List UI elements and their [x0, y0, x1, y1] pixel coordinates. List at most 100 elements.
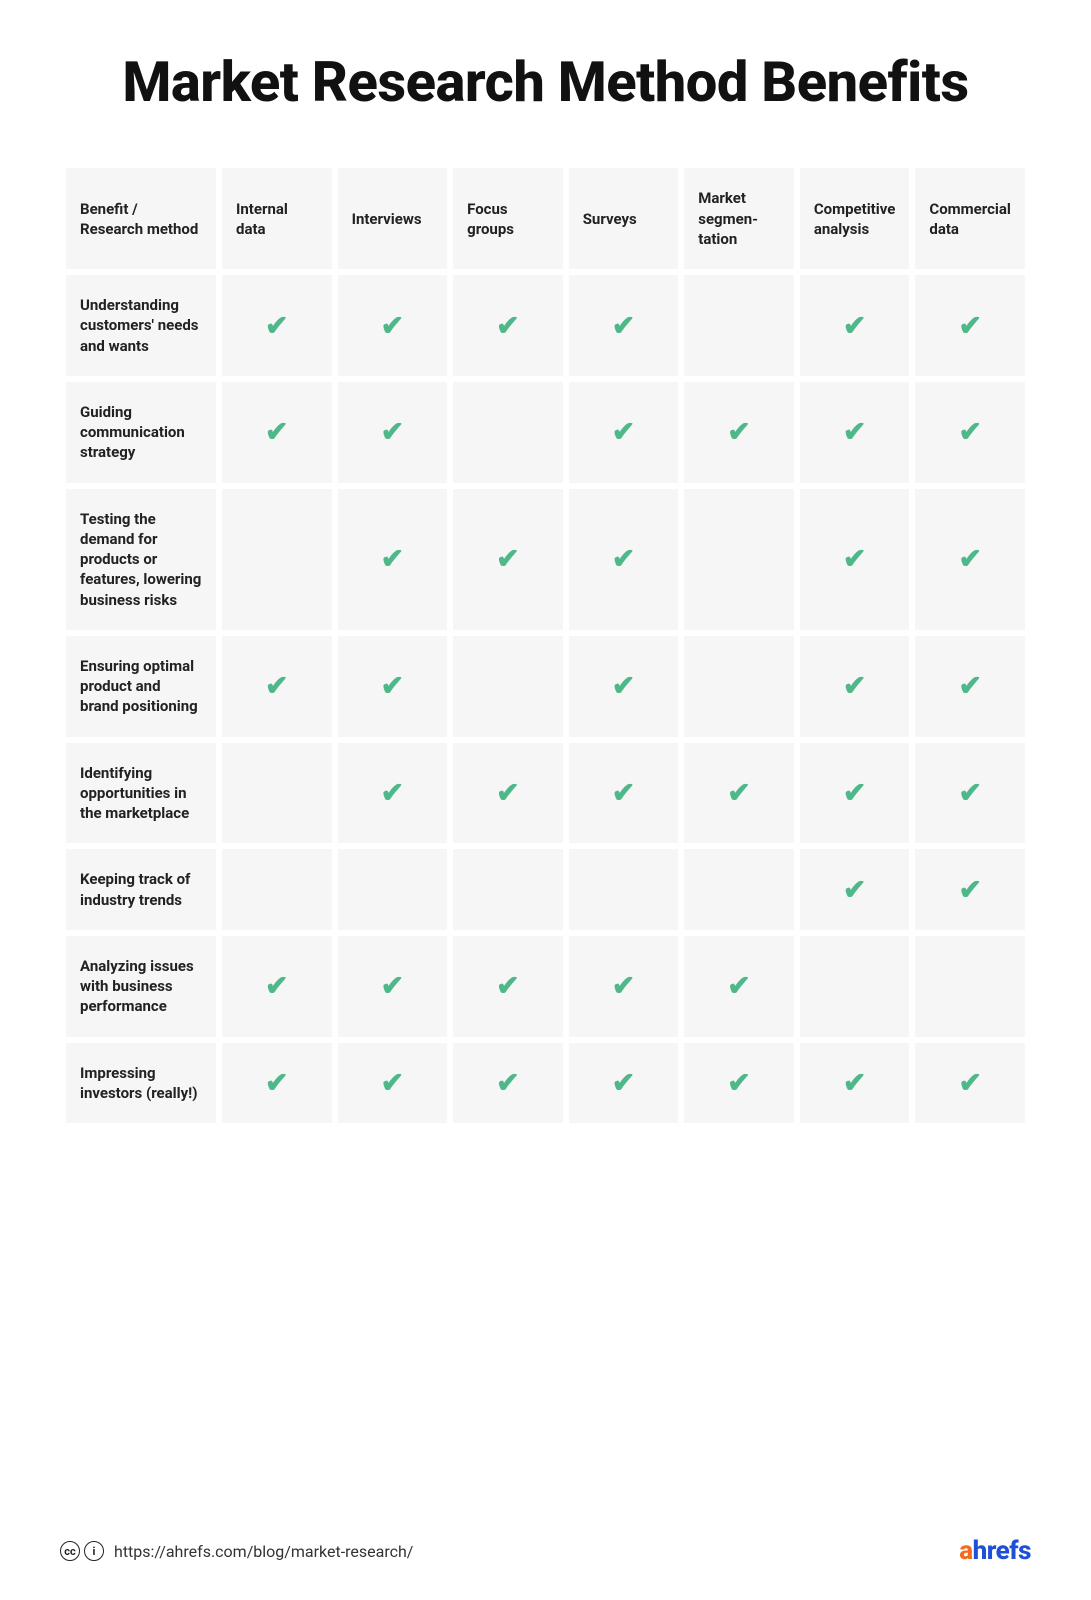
- check-cell: ✔: [684, 743, 794, 844]
- check-cell: [684, 489, 794, 630]
- check-cell: [569, 849, 679, 930]
- check-cell: ✔: [915, 636, 1025, 737]
- check-icon: ✔: [381, 1064, 404, 1102]
- row-label: Impressing investors (really!): [66, 1043, 216, 1124]
- check-cell: ✔: [800, 743, 910, 844]
- table-row: Guiding communication strategy✔✔✔✔✔✔: [66, 382, 1025, 483]
- table-row: Understanding customers' needs and wants…: [66, 275, 1025, 376]
- check-icon: ✔: [843, 667, 866, 705]
- footer: cc i https://ahrefs.com/blog/market-rese…: [60, 1536, 1031, 1566]
- check-icon: ✔: [612, 413, 635, 451]
- check-cell: [222, 849, 332, 930]
- check-cell: ✔: [453, 743, 563, 844]
- check-cell: [684, 636, 794, 737]
- row-label: Identifying opportunities in the marketp…: [66, 743, 216, 844]
- check-icon: ✔: [381, 413, 404, 451]
- check-icon: ✔: [958, 413, 981, 451]
- check-icon: ✔: [381, 540, 404, 578]
- col-header-benefit: Benefit / Research method: [66, 168, 216, 269]
- table-row: Impressing investors (really!)✔✔✔✔✔✔✔: [66, 1043, 1025, 1124]
- col-header-method: Surveys: [569, 168, 679, 269]
- table-row: Keeping track of industry trends✔✔: [66, 849, 1025, 930]
- row-label: Ensuring optimal product and brand posit…: [66, 636, 216, 737]
- table-row: Testing the demand for products or featu…: [66, 489, 1025, 630]
- check-cell: ✔: [800, 1043, 910, 1124]
- check-icon: ✔: [727, 413, 750, 451]
- check-cell: ✔: [338, 382, 448, 483]
- check-cell: ✔: [338, 1043, 448, 1124]
- check-icon: ✔: [265, 307, 288, 345]
- check-icon: ✔: [727, 967, 750, 1005]
- check-cell: ✔: [338, 275, 448, 376]
- check-icon: ✔: [612, 774, 635, 812]
- check-cell: ✔: [338, 489, 448, 630]
- check-cell: [684, 275, 794, 376]
- check-icon: ✔: [496, 1064, 519, 1102]
- check-cell: ✔: [800, 849, 910, 930]
- check-cell: ✔: [915, 382, 1025, 483]
- check-cell: ✔: [915, 743, 1025, 844]
- check-icon: ✔: [958, 871, 981, 909]
- check-cell: [222, 743, 332, 844]
- check-icon: ✔: [958, 774, 981, 812]
- check-cell: ✔: [338, 743, 448, 844]
- check-cell: [800, 936, 910, 1037]
- check-cell: ✔: [800, 382, 910, 483]
- check-cell: ✔: [222, 275, 332, 376]
- check-cell: ✔: [569, 743, 679, 844]
- check-cell: ✔: [222, 936, 332, 1037]
- check-cell: ✔: [453, 489, 563, 630]
- check-cell: ✔: [338, 936, 448, 1037]
- col-header-method: Market segmen­tation: [684, 168, 794, 269]
- table-row: Ensuring optimal product and brand posit…: [66, 636, 1025, 737]
- check-cell: ✔: [800, 489, 910, 630]
- check-icon: ✔: [843, 774, 866, 812]
- check-cell: ✔: [800, 636, 910, 737]
- col-header-method: Commercial data: [915, 168, 1025, 269]
- check-cell: ✔: [453, 936, 563, 1037]
- check-icon: ✔: [958, 667, 981, 705]
- col-header-method: Inter­views: [338, 168, 448, 269]
- check-icon: ✔: [265, 1064, 288, 1102]
- row-label: Analyzing issues with business performan…: [66, 936, 216, 1037]
- check-icon: ✔: [612, 967, 635, 1005]
- check-cell: ✔: [684, 382, 794, 483]
- footer-left: cc i https://ahrefs.com/blog/market-rese…: [60, 1541, 413, 1561]
- check-cell: [453, 382, 563, 483]
- page-title: Market Research Method Benefits: [60, 50, 1031, 114]
- check-icon: ✔: [958, 540, 981, 578]
- check-icon: ✔: [612, 540, 635, 578]
- attribution-icon: i: [84, 1541, 104, 1561]
- check-cell: ✔: [569, 382, 679, 483]
- check-cell: ✔: [453, 275, 563, 376]
- check-cell: ✔: [684, 936, 794, 1037]
- col-header-method: Internal data: [222, 168, 332, 269]
- row-label: Guiding communication strategy: [66, 382, 216, 483]
- check-cell: ✔: [915, 1043, 1025, 1124]
- check-cell: [453, 636, 563, 737]
- table-row: Identifying opportunities in the marketp…: [66, 743, 1025, 844]
- check-icon: ✔: [843, 1064, 866, 1102]
- cc-license-icons: cc i: [60, 1541, 104, 1561]
- check-icon: ✔: [381, 667, 404, 705]
- check-icon: ✔: [381, 774, 404, 812]
- table-body: Understanding customers' needs and wants…: [66, 275, 1025, 1123]
- check-icon: ✔: [381, 967, 404, 1005]
- benefits-table-wrap: Benefit / Research methodInternal dataIn…: [60, 162, 1031, 1129]
- check-icon: ✔: [496, 967, 519, 1005]
- check-icon: ✔: [612, 667, 635, 705]
- check-icon: ✔: [265, 967, 288, 1005]
- table-row: Analyzing issues with business performan…: [66, 936, 1025, 1037]
- brand-logo: ahrefs: [959, 1536, 1031, 1566]
- check-icon: ✔: [727, 774, 750, 812]
- check-cell: ✔: [800, 275, 910, 376]
- check-cell: ✔: [915, 275, 1025, 376]
- check-cell: ✔: [569, 1043, 679, 1124]
- check-cell: ✔: [569, 636, 679, 737]
- check-icon: ✔: [612, 307, 635, 345]
- check-icon: ✔: [496, 774, 519, 812]
- cc-icon: cc: [60, 1541, 80, 1561]
- brand-rest: hrefs: [973, 1536, 1031, 1566]
- check-cell: ✔: [569, 936, 679, 1037]
- row-label: Testing the demand for products or featu…: [66, 489, 216, 630]
